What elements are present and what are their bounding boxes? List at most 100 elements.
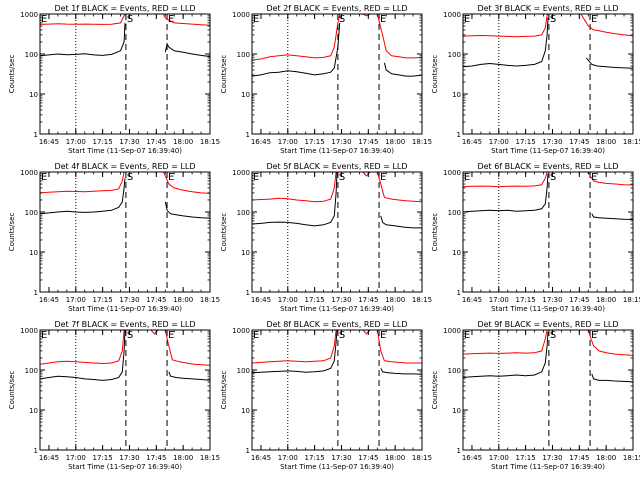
y-tick-label: 10 (241, 91, 250, 99)
series-events-line (591, 373, 633, 383)
plot-frame (251, 171, 423, 293)
plot-frame (462, 329, 634, 451)
panel-title: Det 1f BLACK = Events, RED = LLD (54, 4, 195, 13)
y-tick-label: 1000 (20, 169, 38, 177)
panel-title: Det 2f BLACK = Events, RED = LLD (266, 4, 407, 13)
x-tick-label: 17:45 (358, 454, 378, 462)
marker-label-e-end: E (168, 172, 174, 183)
marker-label-s: S (339, 330, 345, 341)
series-lld-line (40, 330, 125, 365)
y-tick-label: 1 (457, 131, 461, 139)
x-tick-label: 17:30 (331, 138, 351, 146)
series-events-line (164, 42, 210, 58)
marker-label-e-start: E (253, 172, 259, 183)
panel-title: Det 3f BLACK = Events, RED = LLD (477, 4, 618, 13)
y-tick-label: 100 (25, 367, 38, 375)
series-events-line (463, 17, 549, 68)
marker-label-e-start: E (41, 330, 47, 341)
marker-label-e-end: E (380, 330, 386, 341)
series-lld-line (463, 172, 548, 188)
y-axis-label: Counts/sec (8, 371, 16, 410)
marker-label-e-end: E (380, 172, 386, 183)
x-tick-label: 17:45 (146, 454, 166, 462)
x-tick-label: 17:30 (119, 296, 139, 304)
x-tick-label: 16:45 (39, 296, 59, 304)
y-tick-label: 1 (34, 447, 38, 455)
x-tick-label: 16:45 (462, 454, 482, 462)
marker-label-s: S (127, 330, 133, 341)
y-tick-label: 10 (452, 407, 461, 415)
plot-frame (462, 13, 634, 135)
marker-label-s: S (127, 172, 133, 183)
y-axis-label: Counts/sec (220, 55, 228, 94)
series-events-line (591, 213, 633, 220)
x-tick-label: 17:15 (93, 138, 113, 146)
x-axis-label: Start Time (11-Sep-07 16:39:40) (280, 147, 394, 155)
series-events-line (383, 62, 422, 77)
y-tick-label: 1000 (443, 11, 461, 19)
marker-label-s: S (339, 172, 345, 183)
y-tick-label: 1 (246, 447, 250, 455)
x-axis-label: Start Time (11-Sep-07 16:39:40) (280, 305, 394, 313)
x-tick-label: 17:30 (542, 296, 562, 304)
y-tick-label: 1 (246, 131, 250, 139)
y-tick-label: 10 (452, 249, 461, 257)
marker-label-e-end: E (591, 172, 597, 183)
x-tick-label: 18:15 (623, 454, 640, 462)
series-events-line (252, 330, 338, 374)
x-axis-label: Start Time (11-Sep-07 16:39:40) (491, 463, 605, 471)
plot-frame (39, 329, 211, 451)
x-tick-label: 16:45 (251, 296, 271, 304)
series-events-line (164, 201, 210, 219)
y-tick-label: 100 (25, 209, 38, 217)
x-axis-label: Start Time (11-Sep-07 16:39:40) (491, 305, 605, 313)
x-tick-label: 18:00 (596, 454, 616, 462)
x-tick-label: 17:00 (278, 296, 298, 304)
series-lld-line (163, 14, 210, 26)
y-axis-label: Counts/sec (8, 213, 16, 252)
x-tick-label: 18:00 (173, 454, 193, 462)
series-events-line (380, 215, 422, 229)
series-lld-line (587, 330, 633, 356)
marker-label-e-start: E (464, 14, 470, 25)
marker-label-e-start: E (253, 330, 259, 341)
x-tick-label: 17:30 (542, 138, 562, 146)
x-tick-label: 16:45 (39, 138, 59, 146)
series-events-line (40, 22, 126, 57)
series-lld-line (463, 330, 548, 355)
y-tick-label: 1 (34, 289, 38, 297)
y-tick-label: 1000 (232, 11, 250, 19)
series-lld-line (252, 330, 337, 364)
y-tick-label: 100 (448, 209, 461, 217)
x-tick-label: 17:15 (305, 454, 325, 462)
y-tick-label: 10 (452, 91, 461, 99)
y-tick-label: 1000 (443, 327, 461, 335)
marker-label-e-end: E (168, 330, 174, 341)
series-events-line (380, 368, 422, 375)
x-tick-label: 17:30 (331, 454, 351, 462)
y-axis-label: Counts/sec (8, 55, 16, 94)
series-lld-line (252, 14, 341, 61)
x-tick-label: 17:30 (331, 296, 351, 304)
y-tick-label: 10 (29, 407, 38, 415)
y-tick-label: 1000 (232, 169, 250, 177)
plot-frame (251, 329, 423, 451)
series-events-line (40, 330, 126, 381)
panel-title: Det 8f BLACK = Events, RED = LLD (266, 320, 407, 329)
panel-title: Det 9f BLACK = Events, RED = LLD (477, 320, 618, 329)
x-tick-label: 17:45 (146, 138, 166, 146)
series-lld-line (587, 172, 633, 186)
x-tick-label: 18:00 (173, 138, 193, 146)
x-tick-label: 18:15 (200, 454, 220, 462)
x-tick-label: 17:00 (489, 454, 509, 462)
y-tick-label: 100 (237, 51, 250, 59)
x-tick-label: 17:45 (146, 296, 166, 304)
x-tick-label: 17:15 (305, 296, 325, 304)
y-tick-label: 10 (241, 407, 250, 415)
marker-label-s: S (550, 330, 556, 341)
